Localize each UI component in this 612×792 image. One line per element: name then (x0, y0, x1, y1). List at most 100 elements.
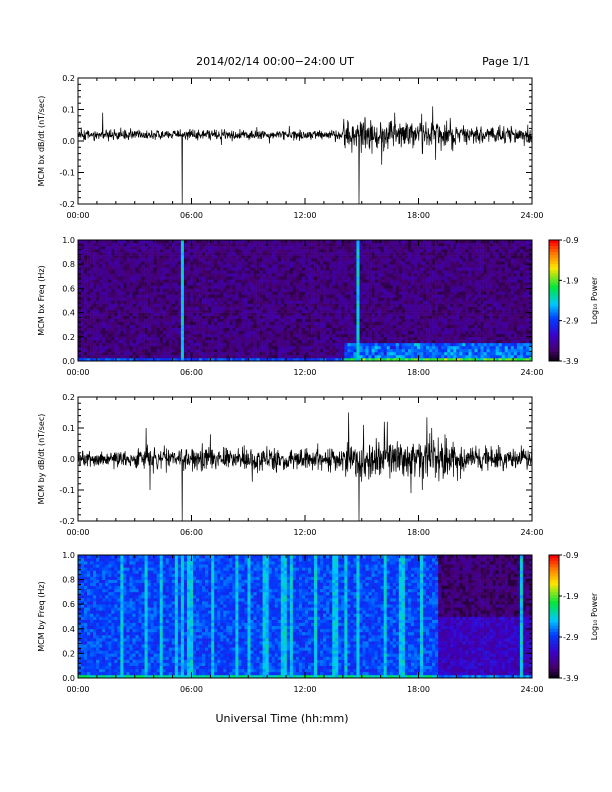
spectrogram-cell (374, 246, 378, 250)
spectrogram-cell (308, 348, 312, 353)
spectrogram-cell (111, 321, 115, 325)
spectrogram-cell (153, 339, 157, 344)
spectrogram-cell (268, 261, 273, 265)
spectrogram-cell (229, 279, 233, 283)
spectrogram-cell (226, 288, 230, 292)
spectrogram-cell (298, 240, 303, 244)
spectrogram-cell (435, 243, 439, 247)
spectrogram-cell (435, 321, 439, 325)
spectrogram-cell (171, 330, 176, 335)
spectrogram-cell (144, 312, 148, 316)
spectrogram-cell (220, 285, 224, 289)
spectrogram-cell (162, 246, 167, 250)
spectrogram-cell (350, 243, 354, 247)
spectrogram-cell (271, 276, 276, 280)
spectrogram-cell (283, 267, 288, 271)
spectrogram-cell (420, 291, 424, 295)
spectrogram-cell (244, 324, 248, 329)
spectrogram-cell (441, 333, 445, 338)
spectrogram-cell (404, 264, 409, 268)
spectrogram-cell (211, 324, 215, 329)
spectrogram-cell (298, 267, 303, 271)
spectrogram-cell (429, 252, 433, 256)
spectrogram-cell (404, 261, 409, 265)
spectrogram-cell (298, 354, 303, 359)
spectrogram-cell (205, 333, 209, 338)
spectrogram-cell (359, 252, 363, 256)
spectrogram-cell (147, 324, 151, 329)
spectrogram-cell (292, 276, 297, 280)
spectrogram-cell (135, 267, 139, 271)
spectrogram-cell (305, 294, 309, 298)
spectrogram-cell (223, 291, 227, 295)
spectrogram-cell (420, 336, 424, 341)
spectrogram-cell (362, 321, 366, 325)
spectrogram-cell (301, 261, 306, 265)
spectrogram-cell (199, 300, 203, 304)
spectrogram-cell (426, 354, 430, 359)
spectrogram-cell (81, 327, 85, 332)
spectrogram-cell (117, 243, 121, 247)
spectrogram-cell (232, 273, 236, 277)
spectrogram-cell (156, 270, 161, 274)
spectrogram-cell (111, 297, 115, 301)
spectrogram-cell (274, 252, 279, 256)
spectrogram-cell (96, 276, 100, 280)
spectrogram-cell (177, 243, 182, 247)
spectrogram-cell (359, 267, 363, 271)
spectrogram-cell (268, 306, 273, 310)
spectrogram-cell (150, 300, 154, 304)
spectrogram-cell (141, 297, 145, 301)
spectrogram-cell (120, 342, 124, 347)
spectrogram-cell (241, 321, 245, 325)
spectrogram-cell (150, 336, 154, 341)
spectrogram-cell (341, 309, 345, 313)
spectrogram-cell (326, 306, 330, 310)
spectrogram-cell (353, 303, 357, 307)
spectrogram-cell (353, 345, 357, 350)
spectrogram-cell (168, 321, 173, 325)
spectrogram-cell (347, 309, 351, 313)
spectrogram-cell (407, 276, 412, 280)
spectrogram-cell (407, 297, 412, 301)
spectrogram-cell (135, 315, 139, 319)
spectrogram-cell (117, 354, 121, 359)
spectrogram-cell (362, 276, 366, 280)
spectrogram-cell (344, 288, 348, 292)
spectrogram-cell (96, 321, 100, 325)
spectrogram-cell (368, 240, 372, 244)
spectrogram-cell (268, 339, 273, 344)
spectrogram-cell (277, 243, 282, 247)
spectrogram-cell (274, 351, 279, 356)
spectrogram-cell (374, 294, 378, 298)
spectrogram-cell (380, 348, 384, 353)
spectrogram-cell (250, 357, 254, 362)
spectrogram-cell (253, 306, 257, 310)
spectrogram-cell (226, 261, 230, 265)
spectrogram-cell (395, 258, 400, 262)
spectrogram-cell (365, 282, 369, 286)
spectrogram-cell (344, 342, 348, 347)
spectrogram-cell (138, 288, 142, 292)
spectrogram-cell (432, 273, 436, 277)
spectrogram-cell (141, 270, 145, 274)
spectrogram-cell (105, 294, 109, 298)
spectrogram-cell (314, 267, 318, 271)
spectrogram-cell (283, 252, 288, 256)
spectrogram-cell (217, 318, 221, 322)
spectrogram-cell (441, 246, 445, 250)
spectrogram-cell (271, 345, 276, 350)
spectrogram-cell (329, 255, 333, 259)
spectrogram-cell (232, 270, 236, 274)
spectrogram-cell (329, 279, 333, 283)
spectrogram-cell (102, 246, 106, 250)
spectrogram-cell (135, 240, 139, 244)
spectrogram-cell (429, 354, 433, 359)
spectrogram-cell (274, 315, 279, 319)
spectrogram-cell (416, 321, 421, 325)
spectrogram-cell (123, 327, 127, 332)
spectrogram-cell (395, 342, 400, 347)
spectrogram-cell (141, 288, 145, 292)
spectrogram-cell (298, 294, 303, 298)
spectrogram-cell (253, 345, 257, 350)
